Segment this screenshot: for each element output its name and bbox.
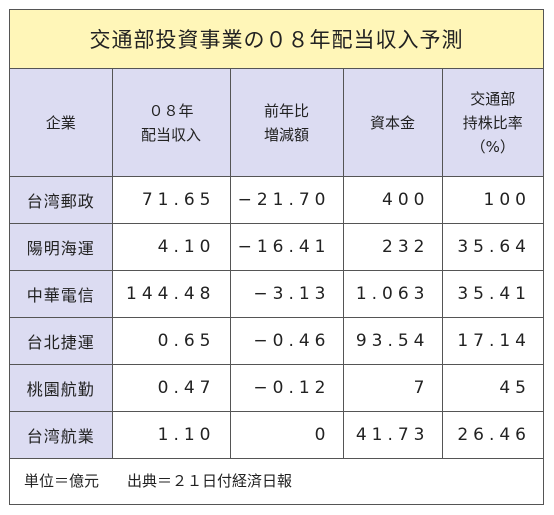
change-cell: −16.41 (229, 223, 344, 271)
ratio-cell: 26.46 (441, 411, 543, 459)
unit-note: 単位＝億元 (24, 471, 100, 490)
header-change-line2: 増減額 (263, 125, 309, 144)
dividend-cell: 1.10 (111, 411, 231, 459)
ratio-cell: 35.41 (441, 270, 543, 318)
header-company: 企業 (10, 68, 113, 177)
dividend-cell: 0.47 (111, 364, 231, 412)
dividend-cell: 0.65 (111, 317, 231, 365)
change-cell: −0.46 (229, 317, 344, 365)
header-ratio-line2: 持株比率 (462, 113, 523, 132)
header-capital-label: 資本金 (369, 113, 415, 132)
dividend-cell: 71.65 (111, 176, 231, 224)
header-ratio-line1: 交通部 (470, 89, 516, 108)
company-cell: 中華電信 (10, 270, 113, 318)
capital-cell: 1.063 (342, 270, 443, 318)
dividend-cell: 144.48 (111, 270, 231, 318)
ratio-cell: 45 (441, 364, 543, 412)
dividend-table: 企業 ０８年 配当収入 前年比 増減額 資本金 交通部 持株比率 （%） (10, 68, 543, 459)
table-row: 陽明海運 4.10 −16.41 232 35.64 (10, 223, 543, 271)
table-row: 台湾航業 1.10 0 41.73 26.46 (10, 411, 543, 459)
company-cell: 台北捷運 (10, 317, 113, 365)
table-frame: 交通部投資事業の０８年配当収入予測 企業 ０８年 配当収入 前年比 増減額 (9, 9, 544, 505)
table-title: 交通部投資事業の０８年配当収入予測 (10, 10, 543, 69)
header-capital: 資本金 (342, 68, 443, 177)
company-cell: 台湾航業 (10, 411, 113, 459)
ratio-cell: 17.14 (441, 317, 543, 365)
change-cell: −3.13 (229, 270, 344, 318)
change-cell: −21.70 (229, 176, 344, 224)
header-dividend-line2: 配当収入 (140, 125, 201, 144)
company-cell: 陽明海運 (10, 223, 113, 271)
capital-cell: 41.73 (342, 411, 443, 459)
header-company-label: 企業 (45, 113, 76, 132)
capital-cell: 7 (342, 364, 443, 412)
header-change: 前年比 増減額 (229, 68, 344, 177)
header-ratio: 交通部 持株比率 （%） (441, 68, 543, 177)
company-cell: 桃園航勤 (10, 364, 113, 412)
ratio-cell: 35.64 (441, 223, 543, 271)
table-row: 中華電信 144.48 −3.13 1.063 35.41 (10, 270, 543, 318)
ratio-cell: 100 (441, 176, 543, 224)
change-cell: −0.12 (229, 364, 344, 412)
table-row: 台北捷運 0.65 −0.46 93.54 17.14 (10, 317, 543, 365)
header-dividend: ０８年 配当収入 (111, 68, 231, 177)
dividend-cell: 4.10 (111, 223, 231, 271)
header-row: 企業 ０８年 配当収入 前年比 増減額 資本金 交通部 持株比率 （%） (10, 68, 543, 177)
table-row: 台湾郵政 71.65 −21.70 400 100 (10, 176, 543, 224)
source-note: 出典＝２１日付経済日報 (127, 471, 293, 490)
company-cell: 台湾郵政 (10, 176, 113, 224)
capital-cell: 232 (342, 223, 443, 271)
header-change-line1: 前年比 (263, 101, 309, 120)
capital-cell: 400 (342, 176, 443, 224)
capital-cell: 93.54 (342, 317, 443, 365)
change-cell: 0 (229, 411, 344, 459)
table-row: 桃園航勤 0.47 −0.12 7 45 (10, 364, 543, 412)
header-dividend-line1: ０８年 (148, 101, 194, 120)
table-footer: 単位＝億元 出典＝２１日付経済日報 (10, 456, 543, 504)
header-ratio-line3: （%） (470, 137, 515, 156)
